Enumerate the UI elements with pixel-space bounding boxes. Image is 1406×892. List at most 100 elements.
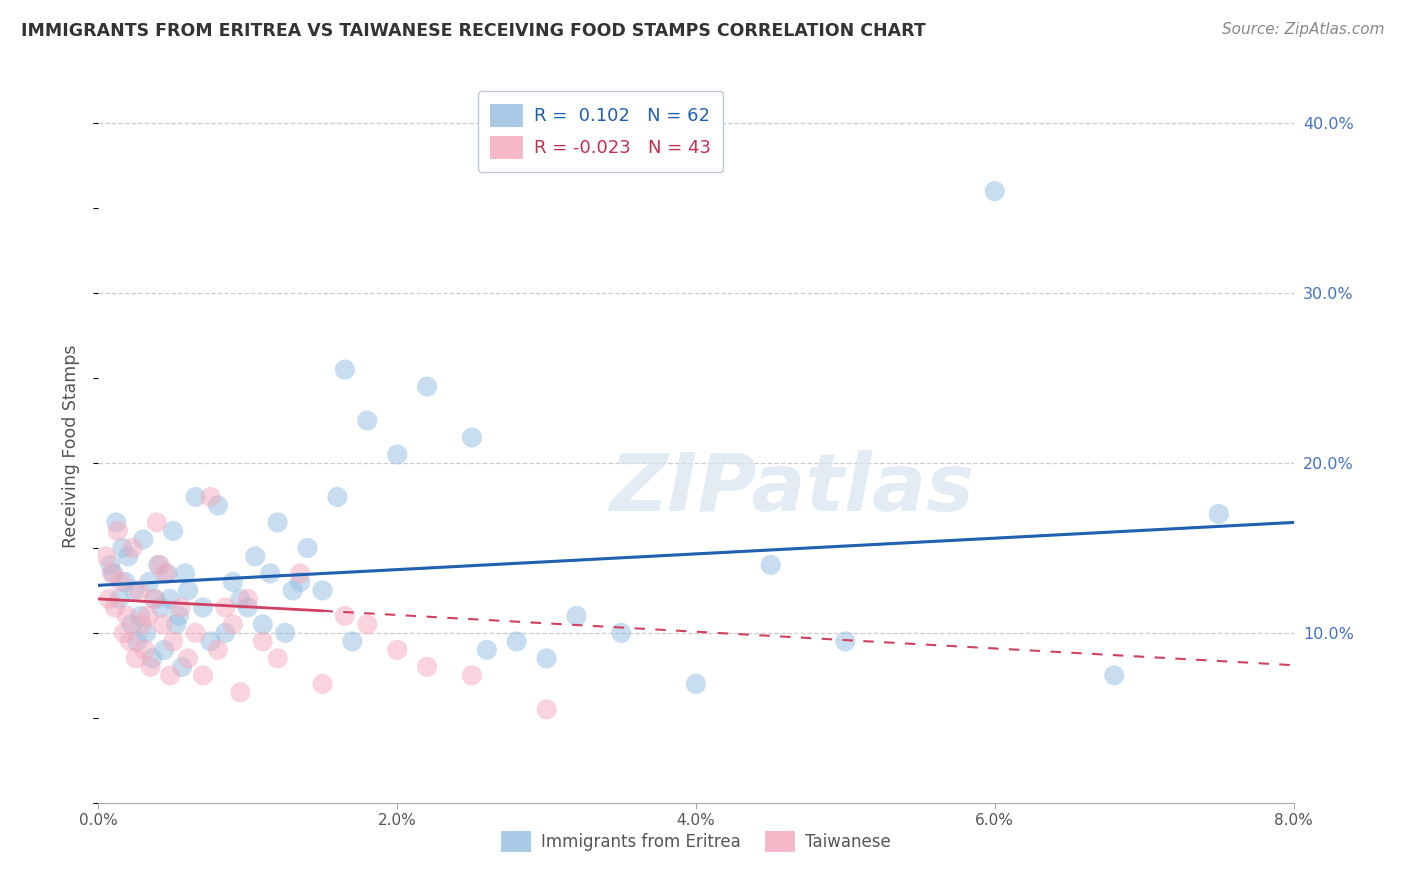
Point — [191, 668, 214, 682]
Point — [121, 541, 143, 555]
Y-axis label: Receiving Food Stamps: Receiving Food Stamps — [62, 344, 80, 548]
Point — [281, 583, 304, 598]
Point — [461, 668, 484, 682]
Point — [252, 634, 274, 648]
Point — [184, 626, 207, 640]
Point — [311, 583, 333, 598]
Point — [207, 643, 229, 657]
Point — [101, 566, 124, 581]
Point — [141, 651, 163, 665]
Point — [143, 591, 166, 606]
Point — [342, 634, 364, 648]
Text: ZIPatlas: ZIPatlas — [609, 450, 974, 528]
Point — [685, 677, 707, 691]
Point — [132, 533, 155, 547]
Text: IMMIGRANTS FROM ERITREA VS TAIWANESE RECEIVING FOOD STAMPS CORRELATION CHART: IMMIGRANTS FROM ERITREA VS TAIWANESE REC… — [21, 22, 925, 40]
Point — [120, 617, 142, 632]
Point — [311, 677, 333, 691]
Point — [610, 626, 633, 640]
Point — [156, 566, 179, 581]
Point — [267, 516, 290, 530]
Point — [98, 558, 122, 572]
Point — [142, 591, 165, 606]
Point — [110, 574, 132, 589]
Point — [1208, 507, 1230, 521]
Point — [834, 634, 856, 648]
Point — [97, 591, 120, 606]
Point — [288, 566, 311, 581]
Point — [118, 634, 141, 648]
Text: Source: ZipAtlas.com: Source: ZipAtlas.com — [1222, 22, 1385, 37]
Point — [200, 634, 222, 648]
Point — [333, 362, 356, 376]
Point — [177, 583, 200, 598]
Point — [177, 651, 200, 665]
Point — [107, 524, 129, 538]
Point — [159, 591, 181, 606]
Point — [108, 591, 131, 606]
Point — [136, 608, 159, 623]
Point — [117, 549, 139, 564]
Point — [112, 626, 135, 640]
Point — [214, 600, 236, 615]
Point — [207, 499, 229, 513]
Point — [536, 702, 558, 716]
Point — [145, 516, 167, 530]
Point — [229, 591, 252, 606]
Point — [138, 574, 160, 589]
Point — [111, 541, 134, 555]
Point — [252, 617, 274, 632]
Point — [236, 591, 259, 606]
Point — [114, 574, 136, 589]
Point — [385, 643, 409, 657]
Point — [416, 660, 439, 674]
Point — [385, 448, 409, 462]
Legend: Immigrants from Eritrea, Taiwanese: Immigrants from Eritrea, Taiwanese — [494, 824, 898, 859]
Point — [984, 184, 1007, 198]
Point — [127, 634, 149, 648]
Point — [155, 566, 177, 581]
Point — [274, 626, 297, 640]
Point — [103, 566, 125, 581]
Point — [152, 617, 174, 632]
Point — [172, 660, 194, 674]
Point — [200, 490, 222, 504]
Point — [128, 583, 150, 598]
Point — [162, 524, 184, 538]
Point — [356, 617, 378, 632]
Point — [131, 617, 153, 632]
Point — [506, 634, 529, 648]
Point — [169, 600, 191, 615]
Point — [245, 549, 267, 564]
Point — [536, 651, 558, 665]
Point — [150, 600, 173, 615]
Point — [124, 583, 146, 598]
Point — [267, 651, 290, 665]
Point — [184, 490, 207, 504]
Point — [416, 379, 439, 393]
Point — [236, 600, 259, 615]
Point — [159, 668, 181, 682]
Point — [222, 617, 245, 632]
Point — [326, 490, 349, 504]
Point — [1104, 668, 1126, 682]
Point — [759, 558, 782, 572]
Point — [134, 643, 156, 657]
Point — [115, 608, 138, 623]
Point — [461, 430, 484, 444]
Point — [229, 685, 252, 699]
Point — [191, 600, 214, 615]
Point — [297, 541, 319, 555]
Point — [174, 566, 197, 581]
Point — [129, 608, 152, 623]
Point — [149, 558, 172, 572]
Point — [288, 574, 311, 589]
Point — [565, 608, 588, 623]
Point — [125, 651, 148, 665]
Point — [167, 608, 190, 623]
Point — [104, 600, 127, 615]
Point — [105, 516, 128, 530]
Point — [135, 626, 157, 640]
Point — [259, 566, 281, 581]
Point — [222, 574, 245, 589]
